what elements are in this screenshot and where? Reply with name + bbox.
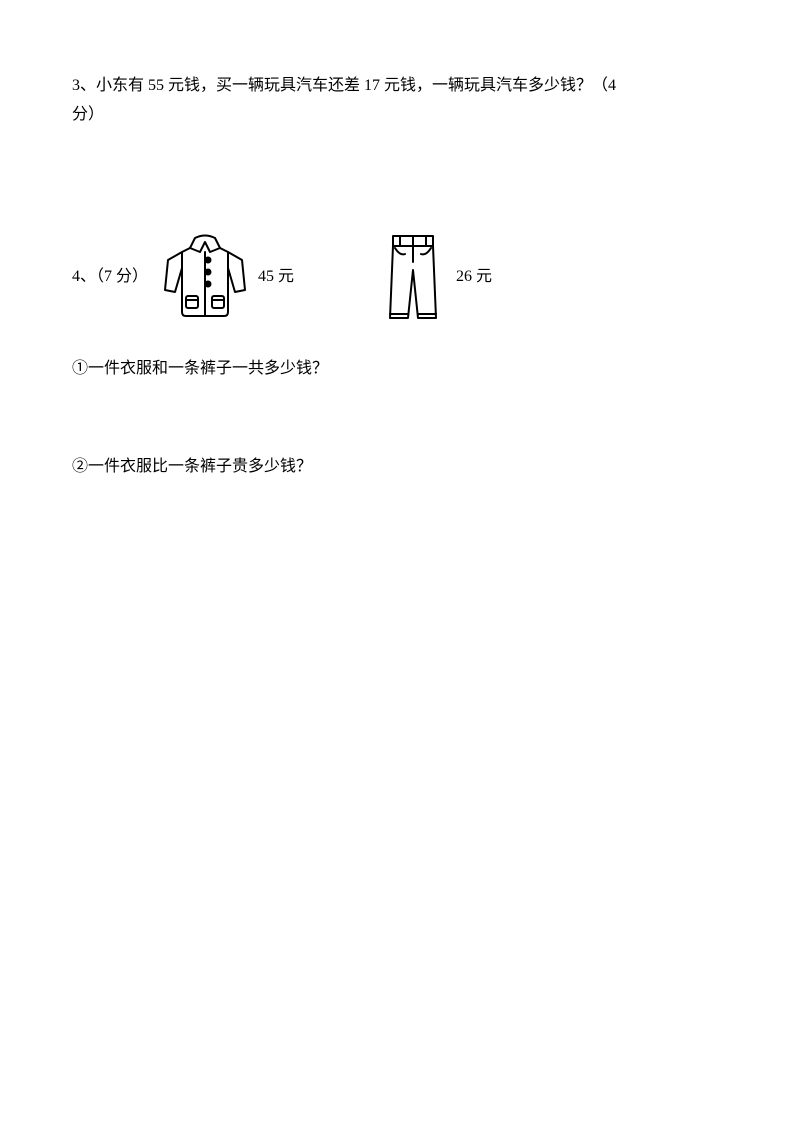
q3-text-line2: 分） xyxy=(72,101,722,130)
question-4-header: 4、（7 分） xyxy=(72,230,722,325)
q4-sub-question-2: ②一件衣服比一条裤子贵多少钱？ xyxy=(72,453,722,482)
coat-icon xyxy=(160,230,250,325)
question-3: 3、小东有 55 元钱，买一辆玩具汽车还差 17 元钱，一辆玩具汽车多少钱？（4… xyxy=(72,72,722,130)
pants-price: 26 元 xyxy=(456,263,492,292)
q4-sub-question-1: ①一件衣服和一条裤子一共多少钱？ xyxy=(72,355,722,384)
coat-item-group: 45 元 xyxy=(160,230,294,325)
q3-text-line1: 3、小东有 55 元钱，买一辆玩具汽车还差 17 元钱，一辆玩具汽车多少钱？（4 xyxy=(72,72,722,101)
q4-label: 4、（7 分） xyxy=(72,263,148,292)
pants-icon xyxy=(378,230,448,325)
pants-item-group: 26 元 xyxy=(378,230,492,325)
coat-price: 45 元 xyxy=(258,263,294,292)
